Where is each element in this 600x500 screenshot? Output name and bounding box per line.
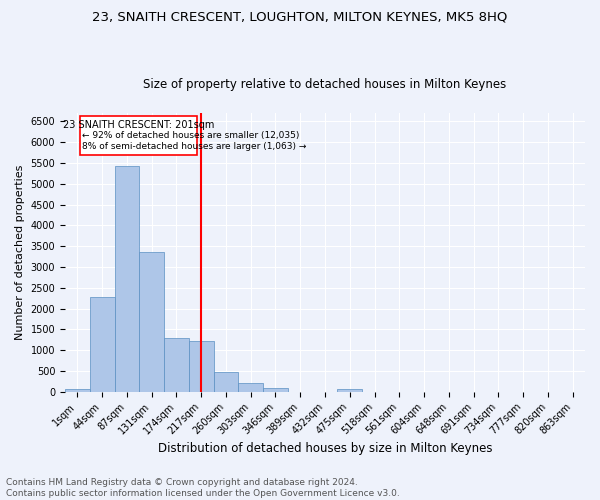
Bar	[337, 389, 362, 392]
Bar	[164, 338, 189, 392]
Title: Size of property relative to detached houses in Milton Keynes: Size of property relative to detached ho…	[143, 78, 506, 91]
X-axis label: Distribution of detached houses by size in Milton Keynes: Distribution of detached houses by size …	[158, 442, 492, 455]
FancyBboxPatch shape	[80, 116, 197, 154]
Bar	[65, 389, 90, 392]
Text: 8% of semi-detached houses are larger (1,063) →: 8% of semi-detached houses are larger (1…	[82, 142, 307, 150]
Text: Contains HM Land Registry data © Crown copyright and database right 2024.
Contai: Contains HM Land Registry data © Crown c…	[6, 478, 400, 498]
Text: 23, SNAITH CRESCENT, LOUGHTON, MILTON KEYNES, MK5 8HQ: 23, SNAITH CRESCENT, LOUGHTON, MILTON KE…	[92, 10, 508, 23]
Text: 23 SNAITH CRESCENT: 201sqm: 23 SNAITH CRESCENT: 201sqm	[63, 120, 214, 130]
Y-axis label: Number of detached properties: Number of detached properties	[15, 164, 25, 340]
Bar	[139, 252, 164, 392]
Bar	[214, 372, 238, 392]
Bar	[263, 388, 288, 392]
Text: ← 92% of detached houses are smaller (12,035): ← 92% of detached houses are smaller (12…	[82, 130, 300, 140]
Bar	[90, 297, 115, 392]
Bar	[189, 340, 214, 392]
Bar	[115, 166, 139, 392]
Bar	[238, 382, 263, 392]
